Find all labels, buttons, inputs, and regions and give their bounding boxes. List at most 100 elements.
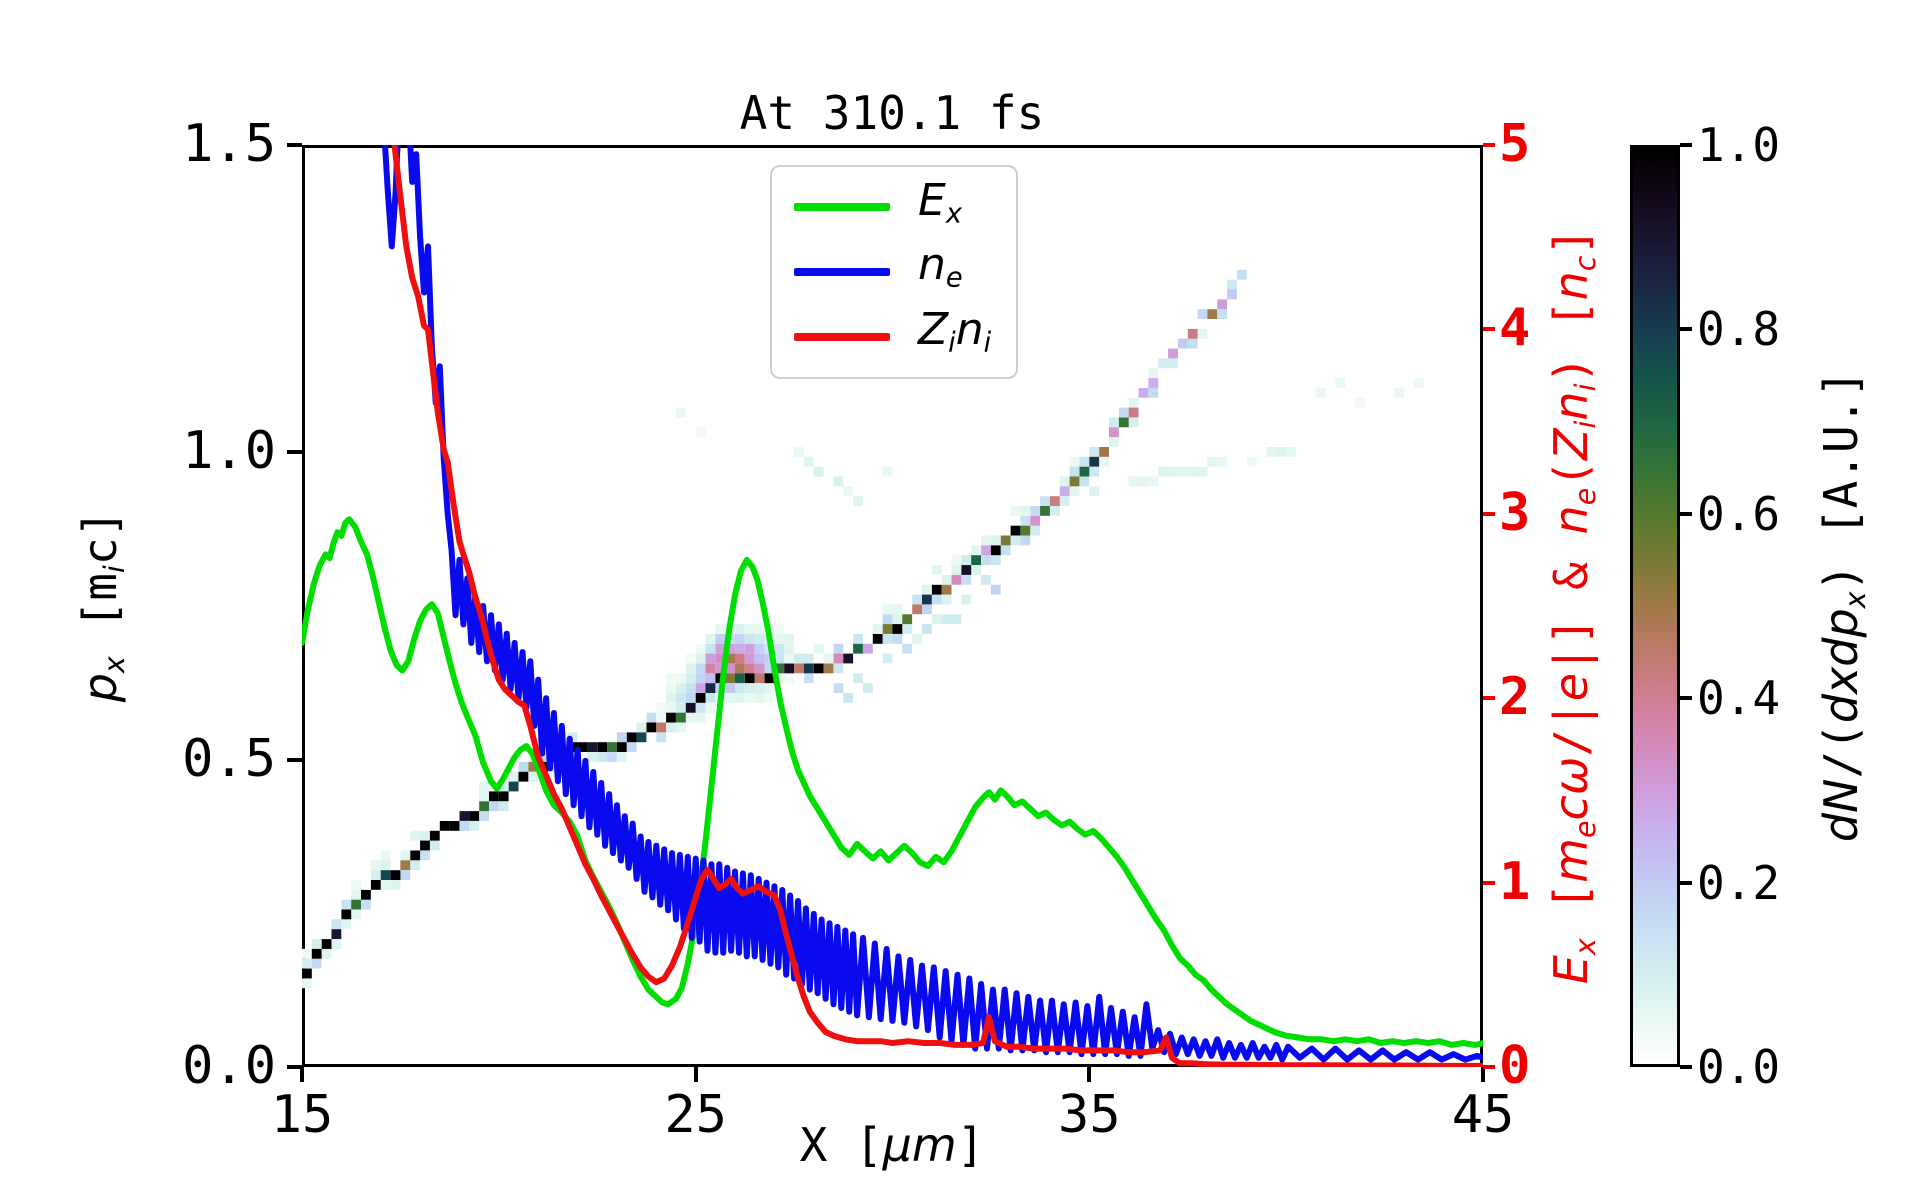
heatmap-cell (744, 643, 755, 654)
heatmap-cell (1335, 378, 1346, 388)
heatmap-cell (1020, 506, 1031, 516)
label-segment: n (1544, 391, 1598, 421)
heatmap-cell (961, 594, 972, 605)
heatmap-cell (1040, 496, 1050, 506)
heatmap-cell (931, 614, 942, 625)
heatmap-cell (882, 653, 893, 664)
heatmap-cell (872, 624, 883, 634)
heatmap-cell (882, 614, 893, 625)
heatmap-cell (1059, 486, 1070, 497)
x-tick-mark (300, 1067, 304, 1082)
y-right-tick-label: 3 (1499, 482, 1531, 543)
heatmap-cell (1109, 427, 1119, 438)
heatmap-cell (685, 693, 696, 703)
heatmap-cell (1315, 387, 1326, 398)
label-segment: ( (1544, 460, 1598, 488)
legend-label: ne (918, 243, 963, 301)
heatmap-cell (646, 722, 657, 733)
legend-label: Ex (918, 178, 962, 237)
heatmap-cell (744, 653, 755, 664)
heatmap-cell (1059, 496, 1070, 506)
heatmap-cell (449, 821, 460, 831)
colorbar-tick-label: 0.6 (1697, 486, 1781, 541)
heatmap-cell (479, 781, 489, 792)
heatmap-cell (400, 860, 411, 871)
heatmap-cell (1217, 456, 1228, 467)
heatmap-cell (1089, 466, 1100, 477)
heatmap-cell (764, 673, 775, 684)
heatmap-cell (981, 545, 991, 556)
heatmap-cell (331, 919, 342, 930)
heatmap-cell (528, 761, 539, 772)
heatmap-cell (1197, 309, 1208, 319)
heatmap-cell (971, 565, 981, 575)
heatmap-cell (380, 860, 391, 871)
heatmap-cell (1079, 476, 1090, 487)
heatmap-cell (1158, 358, 1168, 369)
heatmap-cell (479, 811, 489, 821)
heatmap-cell (725, 693, 735, 703)
heatmap-cell (676, 722, 686, 733)
heatmap-cell (489, 801, 499, 812)
label-segment: m (1544, 838, 1598, 883)
x-tick-mark (693, 1067, 698, 1082)
legend-entry-ne: ne (772, 242, 1016, 302)
x-axis-label: X [μm] (492, 1118, 1292, 1172)
heatmap-cell (1020, 535, 1031, 546)
heatmap-cell (685, 683, 696, 693)
heatmap-cell (616, 742, 627, 752)
label-segment: μm (882, 1118, 957, 1172)
colorbar-label: dN/(dxdpx) [A.U.] (1813, 145, 1872, 1067)
heatmap-cell (784, 634, 794, 644)
heatmap-cell (587, 752, 598, 762)
y-right-tick-mark (1483, 1065, 1495, 1069)
heatmap-cell (843, 693, 854, 703)
heatmap-cell (794, 447, 804, 457)
heatmap-cell (774, 663, 785, 674)
heatmap-cell (626, 732, 637, 743)
heatmap-cell (1148, 378, 1159, 388)
heatmap-cell (1207, 456, 1218, 467)
label-segment: i (97, 565, 131, 574)
y-left-tick-mark (287, 143, 302, 147)
heatmap-cell (735, 653, 745, 664)
heatmap-cell (351, 889, 361, 900)
heatmap-cell (1030, 515, 1041, 526)
heatmap-cell (803, 663, 814, 674)
heatmap-cell (1128, 397, 1139, 408)
heatmap-cell (1158, 466, 1168, 477)
legend-entry-Ex: Ex (772, 177, 1016, 237)
heatmap-cell (902, 624, 913, 634)
heatmap-cell (1197, 328, 1208, 339)
heatmap-cell (981, 574, 991, 585)
heatmap-cell (990, 545, 1001, 556)
x-tick-label: 15 (270, 1085, 334, 1145)
heatmap-cell (400, 870, 411, 880)
y-left-tick-label: 0.5 (182, 728, 276, 789)
heatmap-cell (744, 663, 755, 674)
label-segment: i (983, 327, 992, 359)
heatmap-cell (302, 958, 312, 969)
heatmap-cell (833, 653, 844, 664)
heatmap-cell (636, 722, 647, 733)
heatmap-cell (370, 860, 381, 871)
heatmap-cell (705, 673, 716, 684)
label-segment: /( (1814, 723, 1868, 779)
label-segment: e (1544, 672, 1598, 702)
heatmap-cell (1000, 535, 1011, 546)
heatmap-cell (902, 614, 913, 625)
heatmap-cell (754, 653, 765, 664)
heatmap-cell (695, 653, 706, 664)
heatmap-cell (656, 732, 667, 743)
heatmap-cell (725, 683, 735, 693)
heatmap-cell (1207, 309, 1218, 319)
heatmap-cell (685, 673, 696, 684)
heatmap-cell (636, 732, 647, 743)
heatmap-cell (311, 948, 322, 959)
label-segment: i (1568, 383, 1602, 392)
heatmap-cell (341, 899, 352, 910)
label-segment: ) (1814, 563, 1868, 592)
heatmap-cell (528, 771, 539, 782)
heatmap-cell (302, 978, 312, 989)
heatmap-cell (1050, 496, 1060, 506)
